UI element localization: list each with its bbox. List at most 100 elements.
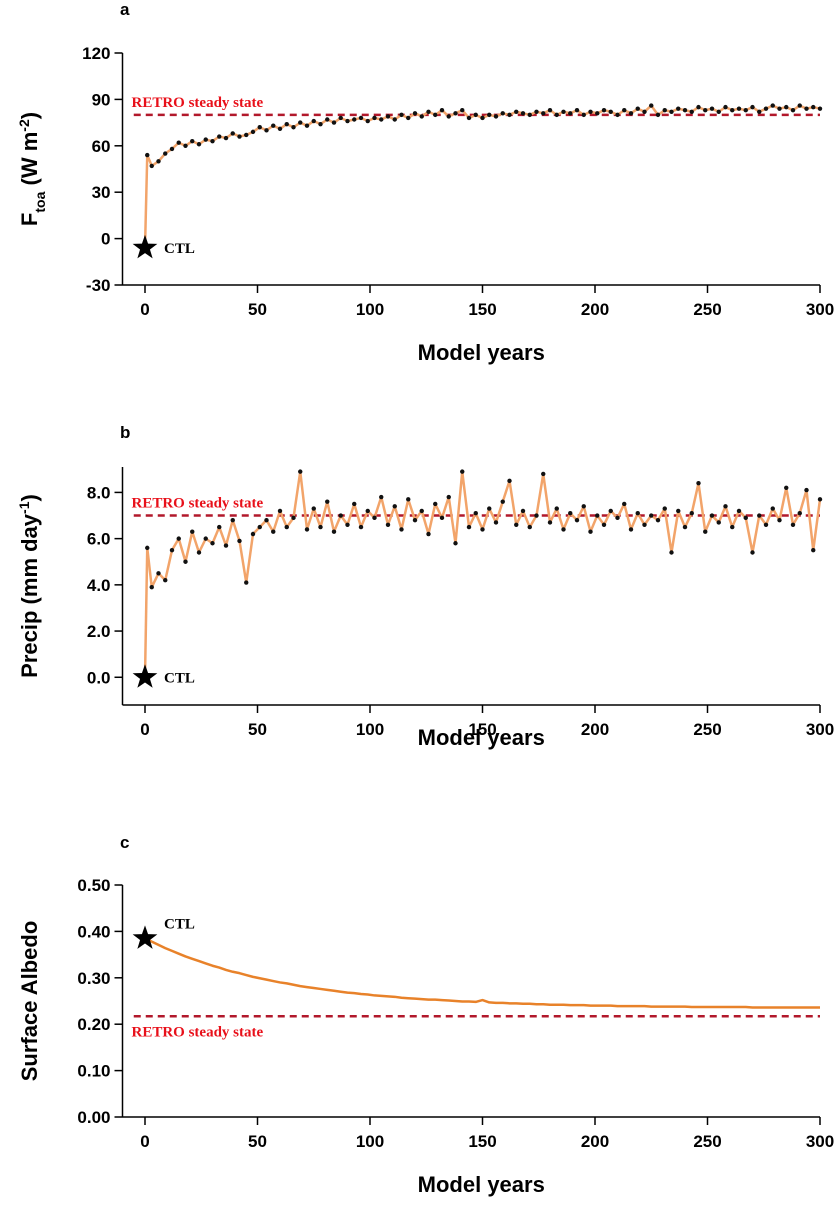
data-point: [561, 109, 566, 114]
data-point: [649, 513, 654, 518]
y-tick-label: 0.0: [87, 668, 111, 687]
data-point: [379, 494, 384, 500]
x-tick-label: 300: [806, 1132, 834, 1151]
y-tick-label: 2.0: [87, 622, 111, 641]
data-point: [817, 106, 823, 111]
panel: -30 0 30 60 90 120 0 50 100 150 200 250 300 a Model ye…: [16, 0, 834, 365]
data-point: [628, 111, 634, 116]
data-point: [763, 106, 769, 111]
data-point: [763, 522, 769, 527]
data-point: [736, 106, 742, 111]
data-point: [770, 103, 775, 108]
data-point: [183, 559, 188, 564]
data-point: [622, 501, 627, 507]
panel: 0.00 0.10 0.20 0.30 0.40 0.50 0 50 100 150 200 250 3…: [17, 833, 834, 1197]
y-tick-label: 60: [92, 137, 111, 156]
data-point: [689, 511, 694, 516]
data-point: [601, 108, 607, 113]
data-point: [723, 504, 728, 509]
x-tick-label: 300: [806, 300, 834, 319]
data-point: [298, 469, 303, 474]
data-point: [379, 117, 384, 122]
data-point: [217, 134, 222, 139]
data-point: [709, 106, 715, 111]
x-tick-label: 200: [581, 1132, 609, 1151]
data-point: [358, 524, 364, 530]
data-point: [392, 117, 397, 122]
data-point: [655, 517, 661, 523]
data-point: [595, 111, 600, 116]
data-point: [311, 118, 316, 124]
data-point: [304, 527, 310, 532]
data-point: [230, 131, 235, 136]
data-point: [784, 104, 789, 110]
data-point: [412, 517, 418, 523]
data-point: [277, 508, 283, 514]
x-tick-label: 150: [468, 720, 496, 739]
data-point: [453, 111, 458, 116]
data-point: [250, 531, 256, 537]
data-point: [271, 529, 276, 534]
data-point: [554, 506, 559, 511]
data-point: [493, 114, 499, 119]
data-point: [574, 108, 580, 113]
data-point: [446, 494, 451, 500]
x-tick-label: 300: [806, 720, 834, 739]
data-point: [541, 111, 546, 116]
ctl-star: [132, 664, 158, 688]
data-point: [176, 536, 181, 541]
y-axis-label-part: toa: [32, 191, 48, 212]
data-point: [453, 541, 458, 546]
data-point: [527, 524, 532, 530]
data-point: [433, 501, 438, 507]
y-tick-label: 90: [92, 90, 111, 109]
data-point: [210, 541, 215, 546]
data-point: [534, 513, 539, 518]
data-point: [183, 143, 188, 148]
data-point: [797, 511, 802, 516]
data-point: [811, 104, 816, 110]
data-point: [331, 529, 337, 534]
x-tick-label: 200: [581, 300, 609, 319]
data-point: [743, 515, 748, 521]
data-point: [223, 135, 229, 141]
y-tick-label: 0.00: [77, 1108, 110, 1127]
data-point: [237, 134, 242, 139]
data-point: [520, 508, 526, 514]
data-point: [237, 538, 242, 544]
data-point: [662, 506, 667, 511]
data-point: [264, 128, 269, 133]
x-tick-label: 250: [693, 300, 721, 319]
data-point: [487, 506, 492, 511]
data-point: [433, 112, 438, 118]
data-point: [804, 106, 809, 111]
data-point: [784, 485, 789, 490]
data-point: [460, 108, 465, 113]
data-point: [372, 515, 377, 521]
x-tick-label: 100: [356, 720, 384, 739]
data-point: [480, 115, 485, 121]
data-point: [669, 109, 674, 114]
data-point: [804, 487, 809, 493]
y-axis-label-part: ): [17, 112, 42, 119]
data-point: [419, 114, 424, 119]
data-point: [250, 129, 256, 135]
y-tick-label: 0: [101, 230, 110, 249]
data-point: [696, 480, 701, 486]
data-point: [203, 137, 208, 142]
data-point: [473, 511, 478, 516]
data-point: [284, 121, 289, 127]
data-point: [480, 527, 485, 532]
y-axis-label-part: Surface Albedo: [17, 921, 42, 1082]
data-point: [264, 517, 269, 523]
data-point: [372, 115, 377, 121]
ctl-label: CTL: [164, 916, 195, 932]
data-point: [588, 529, 593, 534]
y-axis-label-part: -1: [16, 501, 32, 514]
y-tick-label: 4.0: [87, 576, 111, 595]
data-point: [736, 508, 742, 514]
y-axis-label: Ftoa (W m-2): [16, 112, 48, 226]
data-point: [777, 517, 782, 523]
ctl-star: [132, 234, 158, 259]
data-point: [466, 524, 472, 530]
